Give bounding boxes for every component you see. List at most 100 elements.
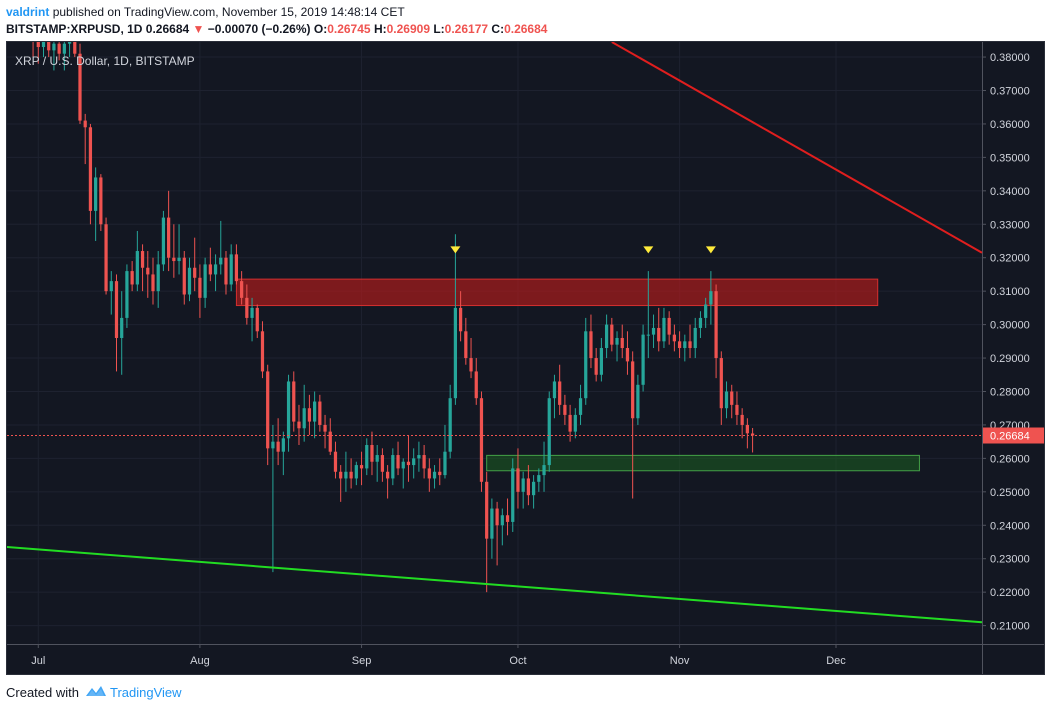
candle-body — [182, 257, 186, 295]
candle-body — [229, 254, 233, 285]
descending-trendline — [611, 42, 983, 254]
candle-body — [594, 358, 598, 375]
candle-body — [719, 358, 723, 409]
candle-body — [526, 478, 531, 496]
candle-body — [318, 401, 322, 425]
candle-body — [208, 264, 212, 275]
candle-body — [135, 251, 139, 285]
candle-body — [578, 398, 583, 415]
candle-body — [672, 334, 676, 342]
candle-body — [693, 327, 697, 349]
candle-body — [260, 331, 265, 372]
candle-body — [198, 277, 202, 298]
candle-body — [109, 281, 113, 292]
candle-body — [359, 465, 364, 469]
candle-body — [240, 281, 244, 298]
candle-body — [297, 421, 301, 429]
last-price-label: 0.26684 — [990, 431, 1030, 443]
candle-body — [292, 381, 296, 422]
candle-body — [130, 271, 134, 285]
candle-body — [52, 43, 56, 51]
candle-body — [276, 441, 280, 452]
candle-body — [636, 384, 640, 419]
low-value: 0.26177 — [444, 22, 489, 36]
last-price: 0.26684 — [145, 22, 190, 36]
candle-body — [177, 257, 181, 262]
candle-body — [354, 465, 358, 479]
candle-body — [443, 451, 447, 476]
candle-body — [438, 471, 442, 476]
y-tick-label: 0.37000 — [990, 85, 1030, 97]
candle-body — [193, 267, 197, 278]
candle-body — [88, 127, 93, 211]
candle-body — [234, 254, 239, 282]
top-marker-icon — [450, 246, 461, 254]
candle-body — [610, 324, 614, 345]
candle-body — [57, 43, 61, 54]
candle-body — [495, 508, 499, 526]
candle-body — [224, 257, 228, 285]
candle-body — [255, 307, 259, 332]
candle-body — [584, 331, 588, 399]
candle-body — [245, 297, 249, 318]
candle-body — [427, 468, 431, 479]
candle-body — [735, 404, 739, 415]
candle-body — [709, 291, 713, 305]
candle-body — [333, 451, 338, 472]
close-value: 0.26684 — [504, 22, 548, 36]
y-tick-label: 0.32000 — [990, 253, 1030, 265]
candle-body — [271, 441, 275, 449]
candle-body — [146, 267, 150, 275]
y-tick-label: 0.21000 — [990, 621, 1030, 633]
low-label: L: — [433, 22, 445, 36]
candle-body — [662, 317, 666, 342]
candle-body — [500, 515, 504, 526]
candle-body — [714, 291, 718, 359]
candle-body — [657, 327, 661, 342]
candle-body — [370, 445, 374, 462]
tradingview-brand[interactable]: TradingView — [109, 684, 182, 700]
candlestick-chart[interactable]: 0.38000 0.37000 0.36000 0.35000 0.34000 0.330… — [7, 42, 1044, 674]
candle-body — [422, 455, 426, 469]
top-marker-icon — [643, 246, 654, 254]
y-tick-label: 0.38000 — [990, 52, 1030, 64]
chart-title: XRP / U.S. Dollar, 1D, BITSTAMP — [15, 54, 195, 68]
candle-body — [745, 424, 749, 434]
candle-body — [651, 327, 656, 335]
candle-body — [490, 508, 494, 539]
candle-body — [432, 471, 437, 479]
candle-body — [479, 398, 484, 482]
y-tick-label: 0.34000 — [990, 186, 1030, 198]
candle-body — [688, 341, 692, 349]
published-text: published on TradingView.com, November 1… — [52, 5, 405, 19]
candle-body — [641, 334, 645, 385]
footer: Created with TradingView — [6, 683, 182, 701]
candle-body — [213, 264, 218, 275]
candle-body — [365, 445, 369, 469]
candle-body — [203, 264, 207, 298]
change-value: −0.00070 (−0.26%) — [207, 22, 311, 36]
resistance-zone — [235, 278, 879, 307]
candle-body — [36, 42, 40, 48]
candle-body — [631, 361, 635, 419]
candle-body — [724, 391, 729, 409]
candle-body — [750, 433, 755, 436]
candle-body — [375, 455, 379, 462]
x-tick-label: Nov — [670, 655, 690, 667]
chart-panel[interactable]: 0.38000 0.37000 0.36000 0.35000 0.34000 0.330… — [6, 41, 1045, 675]
candle-body — [114, 281, 119, 338]
candle-body — [250, 307, 254, 318]
candle-body — [281, 438, 285, 452]
y-tick-label: 0.26000 — [990, 453, 1030, 465]
candle-body — [380, 455, 385, 472]
candle-body — [307, 408, 312, 422]
candle-body — [151, 274, 155, 292]
y-tick-label: 0.28000 — [990, 386, 1030, 398]
candle-body — [406, 461, 411, 466]
ascending-trendline — [7, 546, 983, 624]
y-tick-label: 0.25000 — [990, 487, 1030, 499]
author-link[interactable]: valdrint — [6, 5, 50, 19]
top-marker-icon — [705, 246, 716, 254]
candle-body — [552, 381, 557, 399]
candle-body — [313, 401, 317, 422]
